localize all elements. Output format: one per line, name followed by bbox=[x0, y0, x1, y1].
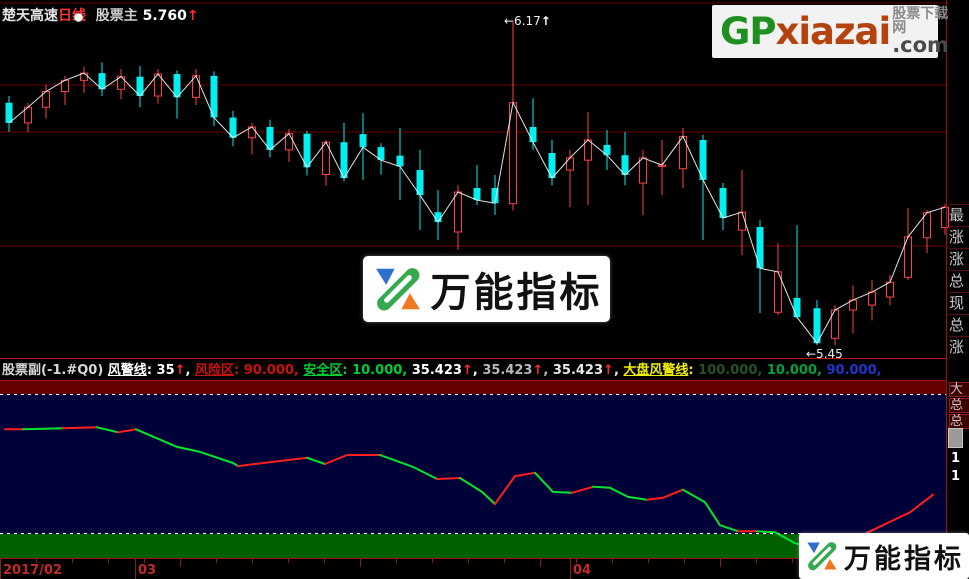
axis-minor-tick bbox=[180, 559, 181, 567]
wanneng-logo-icon bbox=[807, 542, 837, 571]
indicator-header-part: : bbox=[146, 363, 157, 378]
watermark-text: 万能指标 bbox=[430, 270, 603, 316]
axis-label: 04 bbox=[573, 563, 592, 578]
sidebar-button-7[interactable]: 涨 bbox=[949, 336, 969, 358]
axis-minor-tick bbox=[612, 559, 613, 563]
axis-minor-tick bbox=[756, 559, 757, 563]
sidebar-number: 1 bbox=[951, 469, 961, 484]
axis-label: 03 bbox=[138, 563, 157, 578]
sub-sidebar-button-2[interactable]: 总 bbox=[949, 398, 969, 413]
indicator-header-part: 35 bbox=[156, 363, 175, 378]
axis-minor-tick bbox=[684, 559, 685, 563]
up-arrow-icon: ↑ bbox=[540, 14, 551, 28]
axis-minor-tick bbox=[216, 559, 217, 563]
indicator-header-part: ↑ bbox=[603, 363, 614, 378]
axis-minor-tick bbox=[252, 559, 253, 563]
sidebar-button-3[interactable]: 涨 bbox=[949, 248, 969, 270]
axis-major-tick bbox=[570, 559, 571, 579]
indicator-header-part: ↑ bbox=[532, 363, 544, 378]
sidebar-button-1[interactable]: 最 bbox=[949, 204, 969, 226]
indicator-header-part: 35.423 bbox=[411, 363, 462, 378]
axis-minor-tick bbox=[108, 559, 109, 563]
axis-label: 2017/02 bbox=[3, 563, 63, 578]
indicator-header-part: 风警线 bbox=[107, 363, 147, 378]
chart-title-part: ↑ bbox=[186, 8, 199, 24]
axis-minor-tick bbox=[432, 559, 433, 563]
sub-panel-border bbox=[0, 380, 946, 381]
logo-tagline: 股票下载网 bbox=[892, 6, 949, 36]
wanneng-logo-icon bbox=[375, 268, 420, 311]
gpxiazai-logo: GP xiazai 股票下载网 .com bbox=[712, 5, 949, 58]
watermark-text: 万能指标 bbox=[844, 543, 964, 575]
indicator-header-part: : 90.000, bbox=[234, 363, 304, 378]
axis-minor-tick bbox=[324, 559, 325, 563]
scrollbar-thumb[interactable] bbox=[948, 428, 963, 448]
sub-sidebar-button-1[interactable]: 大 bbox=[949, 382, 969, 397]
indicator-header-part: ↑ bbox=[461, 363, 473, 378]
watermark-center: 万能指标 bbox=[363, 256, 610, 322]
axis-minor-tick bbox=[144, 559, 145, 563]
sidebar-button-6[interactable]: 总 bbox=[949, 314, 969, 336]
indicator-header-part: 风险区 bbox=[195, 363, 235, 378]
indicator-header-part: 10.000, bbox=[766, 363, 827, 378]
sub-chart-background bbox=[0, 380, 946, 558]
logo-xiazai-text: xiazai bbox=[775, 10, 892, 53]
high-price-annotation: ←6.17↑ bbox=[504, 14, 551, 28]
indicator-header-part: 100.000, bbox=[698, 363, 767, 378]
chart-title-part: 楚天高速 bbox=[2, 8, 58, 24]
sub-sidebar-button-3[interactable]: 总 bbox=[949, 414, 969, 429]
indicator-header-part: 大盘风警线 bbox=[623, 363, 689, 378]
indicator-header-part: , bbox=[185, 363, 196, 378]
risk-threshold-line bbox=[0, 394, 946, 395]
axis-minor-tick bbox=[792, 559, 793, 563]
chart-title: 楚天高速日线 股票主 5.760↑ bbox=[2, 5, 199, 25]
indicator-header-part: : bbox=[688, 363, 699, 378]
chart-title-part: 5.760 bbox=[142, 8, 187, 24]
chart-title-part: 股票主 bbox=[86, 8, 143, 24]
sidebar-number: 1 bbox=[951, 451, 961, 466]
indicator-header-part: 安全区 bbox=[303, 363, 343, 378]
indicator-header-part: 股票副 bbox=[2, 363, 42, 378]
right-border-line bbox=[946, 0, 947, 579]
sub-chart-header: 股票副(-1.#Q0) 风警线: 35↑, 风险区: 90.000, 安全区: … bbox=[2, 362, 942, 379]
axis-major-tick bbox=[135, 559, 136, 579]
indicator-header-part: 90.000, bbox=[826, 363, 882, 378]
axis-minor-tick bbox=[360, 559, 361, 567]
axis-minor-tick bbox=[468, 559, 469, 563]
axis-minor-tick bbox=[36, 559, 37, 563]
low-price-annotation: ←5.45 bbox=[806, 347, 843, 361]
axis-minor-tick bbox=[504, 559, 505, 563]
axis-minor-tick bbox=[540, 559, 541, 567]
axis-minor-tick bbox=[720, 559, 721, 567]
panel-divider bbox=[0, 358, 946, 359]
indicator-header-part: , bbox=[613, 363, 624, 378]
axis-minor-tick bbox=[576, 559, 577, 563]
sidebar-button-4[interactable]: 总 bbox=[949, 270, 969, 292]
date-axis: 2017/02 03 04 bbox=[0, 558, 969, 579]
indicator-header-part: (-1.#Q0) bbox=[41, 363, 108, 378]
axis-minor-tick bbox=[288, 559, 289, 563]
risk-zone-band bbox=[0, 381, 946, 394]
safe-zone-band bbox=[0, 534, 946, 558]
axis-minor-tick bbox=[72, 559, 73, 563]
sidebar-button-5[interactable]: 现 bbox=[949, 292, 969, 314]
indicator-header-part: 35.423 bbox=[482, 363, 533, 378]
indicator-header-part: , bbox=[543, 363, 553, 378]
axis-minor-tick bbox=[648, 559, 649, 563]
watermark-bottom-right: 万能指标 bbox=[799, 533, 969, 579]
indicator-header-part: 35.423 bbox=[552, 363, 604, 378]
safe-threshold-line bbox=[0, 533, 946, 534]
logo-com-text: .com bbox=[892, 33, 949, 57]
logo-gp-text: GP bbox=[720, 10, 776, 53]
indicator-header-part: , bbox=[472, 363, 483, 378]
axis-minor-tick bbox=[396, 559, 397, 563]
axis-major-tick bbox=[0, 559, 1, 579]
signal-marker-icon bbox=[74, 13, 83, 22]
indicator-header-part: : 10.000, bbox=[342, 363, 412, 378]
indicator-header-part: ↑ bbox=[174, 363, 186, 378]
sidebar-button-2[interactable]: 涨 bbox=[949, 226, 969, 248]
